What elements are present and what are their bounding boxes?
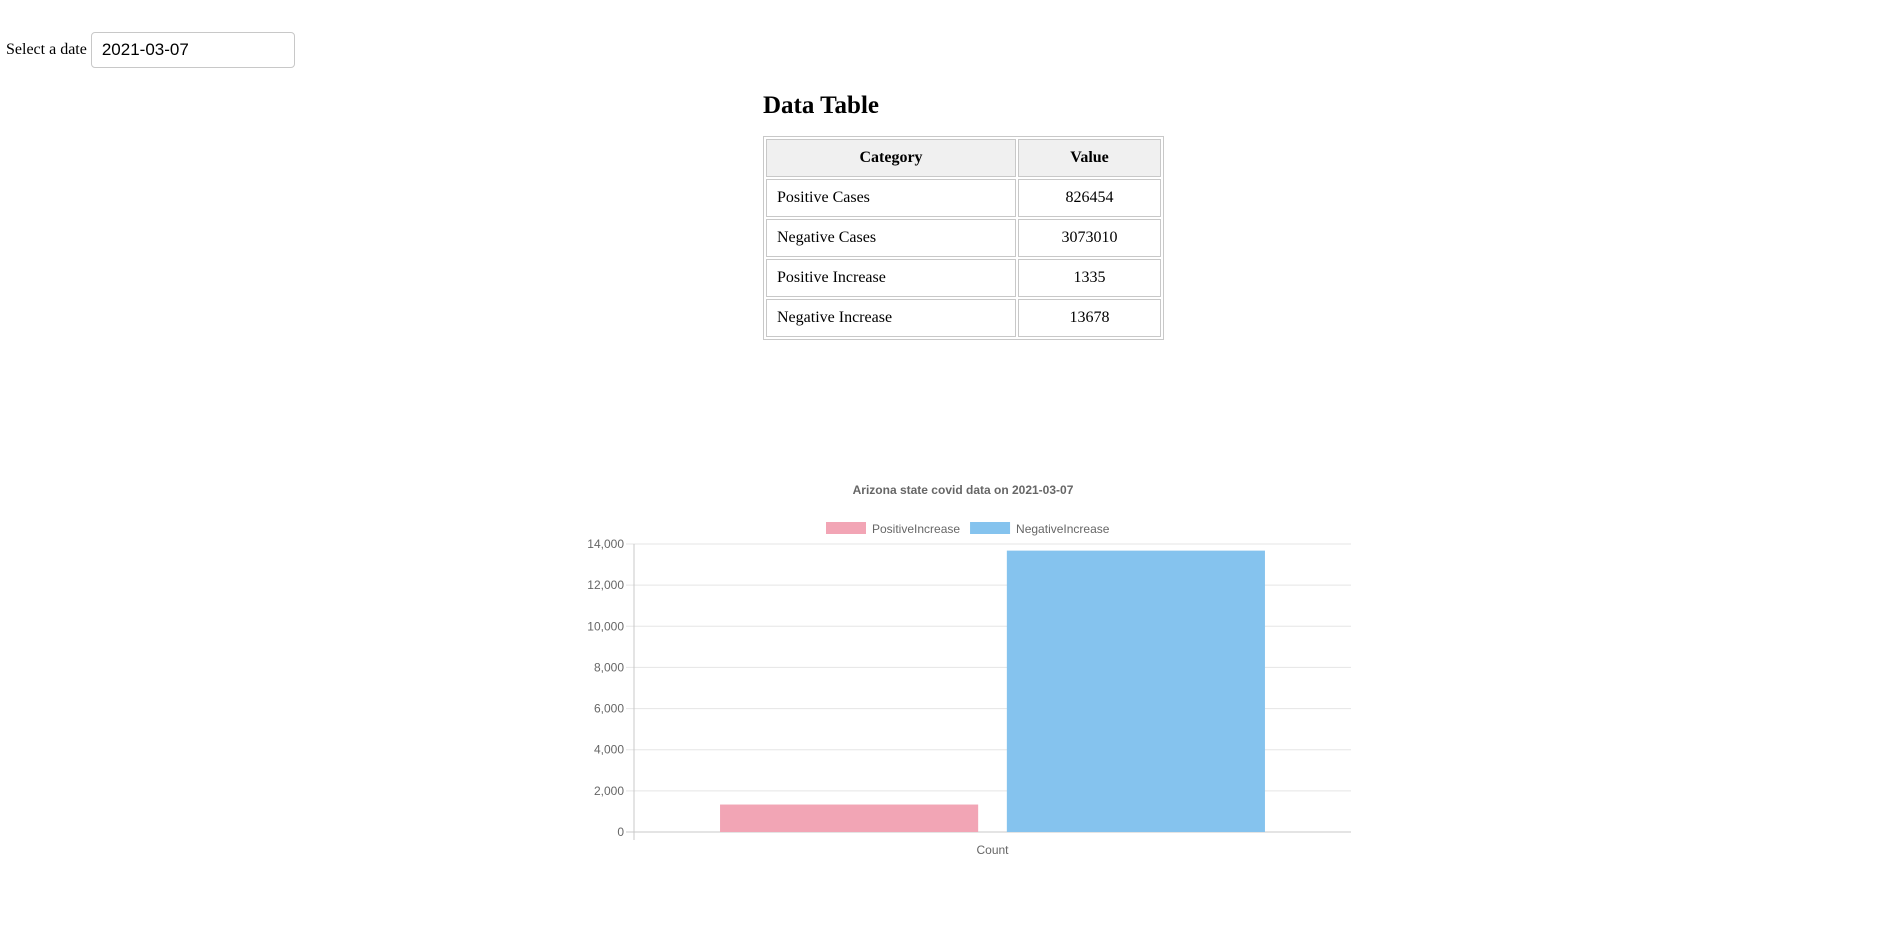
row-value: 13678	[1018, 299, 1161, 337]
y-tick-label: 14,000	[587, 537, 624, 551]
row-category: Negative Increase	[766, 299, 1016, 337]
table-title: Data Table	[763, 92, 880, 119]
table-row: Negative Increase 13678	[766, 299, 1161, 337]
y-tick-label: 2,000	[594, 784, 624, 798]
row-category: Positive Increase	[766, 259, 1016, 297]
bar-positiveincrease	[720, 804, 979, 832]
table-row: Positive Increase 1335	[766, 259, 1161, 297]
y-tick-label: 8,000	[594, 660, 624, 674]
data-table: Category Value Positive Cases 826454 Neg…	[763, 136, 1164, 340]
row-category: Negative Cases	[766, 219, 1016, 257]
y-tick-label: 4,000	[594, 743, 624, 757]
row-value: 1335	[1018, 259, 1161, 297]
date-picker-row: Select a date	[6, 32, 295, 68]
table-row: Positive Cases 826454	[766, 179, 1161, 217]
chart-title: Arizona state covid data on 2021-03-07	[853, 483, 1074, 497]
header-category: Category	[766, 139, 1016, 177]
axes: 0 2,000 4,000 6,000 8,000 10,000 12,000 14,000 C…	[587, 537, 1009, 857]
y-tick-label: 12,000	[587, 578, 624, 592]
y-tick-label: 6,000	[594, 702, 624, 716]
table-row: Negative Cases 3073010	[766, 219, 1161, 257]
header-value: Value	[1018, 139, 1161, 177]
legend-label: NegativeIncrease	[1016, 522, 1110, 536]
y-tick-label: 10,000	[587, 619, 624, 633]
date-input[interactable]	[90, 32, 295, 68]
data-table-section: Data Table Category Value Positive Cases…	[763, 92, 1164, 340]
y-tick-label: 0	[617, 825, 624, 839]
bars	[720, 550, 1265, 832]
date-label: Select a date	[6, 41, 87, 58]
row-value: 3073010	[1018, 219, 1161, 257]
legend-label: PositiveIncrease	[872, 522, 960, 536]
bar-negativeincrease	[1006, 550, 1265, 832]
legend-swatch	[970, 522, 1011, 534]
table-header-row: Category Value	[766, 139, 1161, 177]
x-tick-label: Count	[976, 843, 1009, 857]
legend-swatch	[826, 522, 866, 534]
row-value: 826454	[1018, 179, 1161, 217]
legend: PositiveIncrease NegativeIncrease	[826, 522, 1110, 536]
row-category: Positive Cases	[766, 179, 1016, 217]
